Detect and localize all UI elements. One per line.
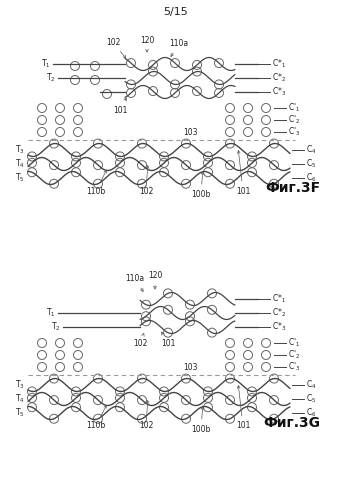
Text: Фиг.3F: Фиг.3F — [265, 181, 320, 195]
Text: C$_5$: C$_5$ — [306, 158, 316, 170]
Text: T$_5$: T$_5$ — [16, 407, 25, 419]
Text: 5/15: 5/15 — [164, 7, 189, 17]
Text: C*$_3$: C*$_3$ — [272, 321, 286, 333]
Text: C*$_1$: C*$_1$ — [272, 58, 286, 70]
Text: C'$_1$: C'$_1$ — [288, 337, 300, 349]
Text: C$_4$: C$_4$ — [306, 144, 317, 156]
Text: 101: 101 — [236, 386, 250, 431]
Text: 101: 101 — [113, 98, 127, 114]
Text: C'$_1$: C'$_1$ — [288, 102, 300, 114]
Text: T$_5$: T$_5$ — [16, 172, 25, 184]
Text: T$_4$: T$_4$ — [15, 158, 25, 170]
Text: C'$_2$: C'$_2$ — [288, 114, 300, 126]
Text: 102: 102 — [139, 166, 153, 196]
Text: 110b: 110b — [86, 405, 106, 431]
Text: 102: 102 — [133, 333, 147, 348]
Text: 101: 101 — [161, 332, 175, 348]
Text: 103: 103 — [183, 363, 197, 372]
Text: C*$_1$: C*$_1$ — [272, 293, 286, 305]
Text: C*$_2$: C*$_2$ — [272, 72, 286, 84]
Text: Фиг.3G: Фиг.3G — [263, 416, 320, 430]
Text: C'$_3$: C'$_3$ — [288, 361, 300, 373]
Text: T$_4$: T$_4$ — [15, 393, 25, 405]
Text: 120: 120 — [140, 36, 154, 52]
Text: C*$_3$: C*$_3$ — [272, 86, 286, 98]
Text: 102: 102 — [106, 37, 126, 58]
Text: 110a: 110a — [169, 39, 189, 56]
Text: C$_5$: C$_5$ — [306, 393, 316, 405]
Text: T$_2$: T$_2$ — [52, 321, 61, 333]
Text: T$_3$: T$_3$ — [15, 379, 25, 391]
Text: 103: 103 — [183, 128, 197, 137]
Text: 100b: 100b — [191, 407, 211, 434]
Text: T$_2$: T$_2$ — [46, 72, 56, 84]
Text: C'$_3$: C'$_3$ — [288, 126, 300, 138]
Text: C$_6$: C$_6$ — [306, 172, 317, 184]
Text: T$_3$: T$_3$ — [15, 144, 25, 156]
Text: 102: 102 — [139, 401, 153, 431]
Text: 110b: 110b — [86, 170, 106, 196]
Text: T$_1$: T$_1$ — [46, 307, 56, 319]
Text: C'$_2$: C'$_2$ — [288, 349, 300, 361]
Text: 120: 120 — [148, 271, 162, 289]
Text: C$_4$: C$_4$ — [306, 379, 317, 391]
Text: 100b: 100b — [191, 172, 211, 199]
Text: 110a: 110a — [125, 274, 145, 291]
Text: C*$_2$: C*$_2$ — [272, 307, 286, 319]
Text: C$_6$: C$_6$ — [306, 407, 317, 419]
Text: T$_1$: T$_1$ — [41, 58, 51, 70]
Text: 101: 101 — [236, 151, 250, 196]
